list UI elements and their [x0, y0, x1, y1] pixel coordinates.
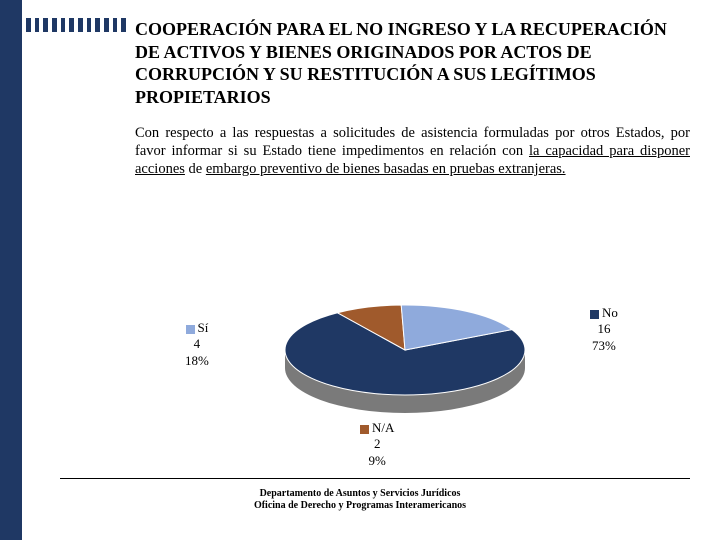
slide-left-accent [0, 0, 22, 540]
pie-chart: Sí 4 18% No 16 73% N/A 2 9% [135, 280, 675, 470]
legend-percent-si: 18% [185, 353, 209, 368]
legend-percent-na: 9% [369, 453, 386, 468]
legend-no: No 16 73% [590, 305, 618, 354]
legend-label-si: Sí [198, 320, 209, 335]
legend-percent-no: 73% [592, 338, 616, 353]
para-text-mid: de [185, 161, 206, 177]
footer-rule [60, 478, 690, 479]
legend-label-na: N/A [372, 420, 394, 435]
footer: Departamento de Asuntos y Servicios Jurí… [0, 488, 720, 512]
para-underline-2: embargo preventivo de bienes basadas en … [206, 161, 566, 177]
legend-swatch-no [590, 310, 599, 319]
question-paragraph: Con respecto a las respuestas a solicitu… [135, 124, 690, 178]
legend-count-na: 2 [374, 436, 381, 451]
main-content: COOPERACIÓN PARA EL NO INGRESO Y LA RECU… [135, 18, 690, 178]
footer-line-1: Departamento de Asuntos y Servicios Jurí… [0, 488, 720, 500]
legend-label-no: No [602, 305, 618, 320]
legend-swatch-si [186, 325, 195, 334]
legend-count-si: 4 [194, 336, 201, 351]
page-title: COOPERACIÓN PARA EL NO INGRESO Y LA RECU… [135, 18, 690, 108]
decorative-dashes [26, 18, 126, 38]
legend-swatch-na [360, 425, 369, 434]
legend-count-no: 16 [597, 321, 610, 336]
footer-line-2: Oficina de Derecho y Programas Interamer… [0, 500, 720, 512]
legend-si: Sí 4 18% [185, 320, 209, 369]
legend-na: N/A 2 9% [360, 420, 394, 469]
